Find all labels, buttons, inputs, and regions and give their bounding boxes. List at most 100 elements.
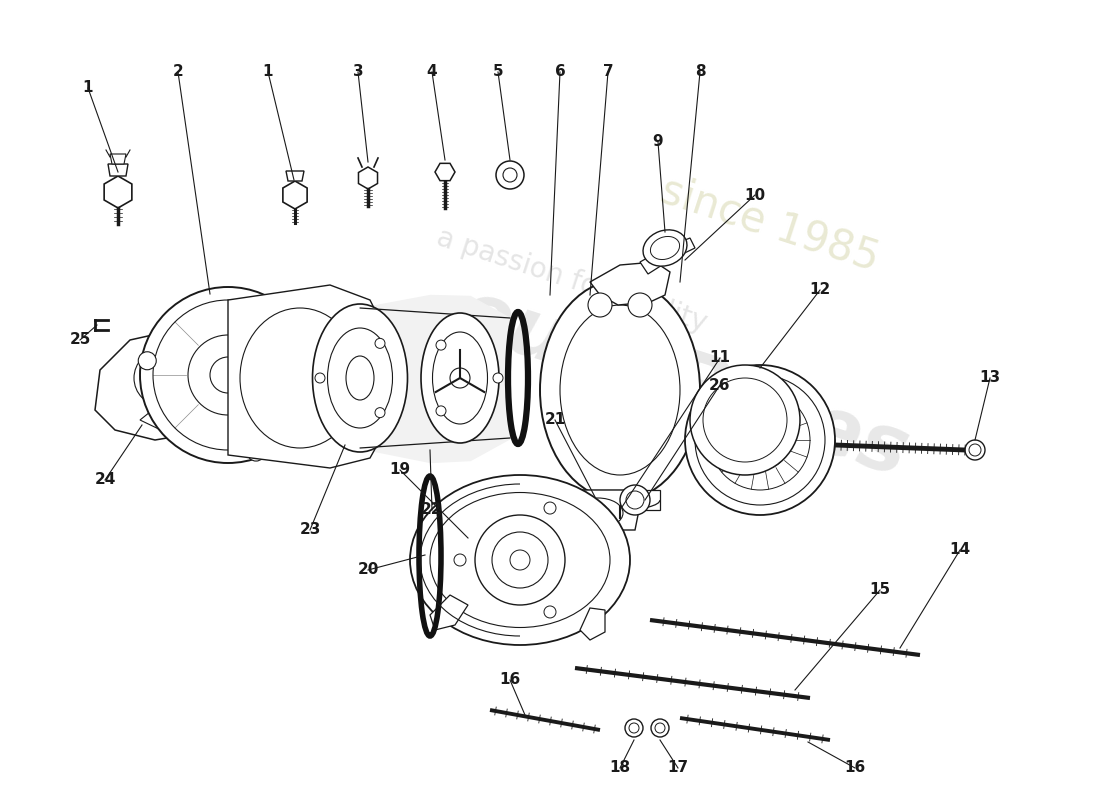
Circle shape — [492, 532, 548, 588]
Circle shape — [510, 550, 530, 570]
Polygon shape — [104, 176, 132, 208]
Polygon shape — [430, 595, 468, 630]
Text: since 1985: since 1985 — [656, 169, 884, 279]
Text: 5: 5 — [493, 65, 504, 79]
Text: 13: 13 — [979, 370, 1001, 386]
Polygon shape — [283, 181, 307, 209]
Circle shape — [626, 491, 644, 509]
Text: 9: 9 — [652, 134, 663, 150]
Ellipse shape — [644, 230, 688, 266]
Circle shape — [617, 509, 623, 515]
Ellipse shape — [328, 328, 393, 428]
Circle shape — [685, 365, 835, 515]
Circle shape — [544, 606, 556, 618]
Text: 23: 23 — [299, 522, 321, 538]
Ellipse shape — [240, 308, 360, 448]
Circle shape — [450, 368, 470, 388]
Ellipse shape — [312, 304, 407, 452]
Text: 10: 10 — [745, 187, 766, 202]
Circle shape — [629, 723, 639, 733]
Circle shape — [742, 422, 778, 458]
Circle shape — [493, 373, 503, 383]
Text: eurOPares: eurOPares — [447, 274, 917, 494]
Circle shape — [620, 485, 650, 515]
Polygon shape — [228, 285, 380, 468]
Circle shape — [752, 432, 768, 448]
Circle shape — [614, 506, 626, 518]
Circle shape — [475, 515, 565, 605]
Circle shape — [210, 357, 246, 393]
Circle shape — [703, 378, 786, 462]
Circle shape — [248, 443, 265, 461]
Circle shape — [315, 373, 324, 383]
Circle shape — [139, 352, 156, 370]
Circle shape — [134, 350, 190, 406]
Text: 1: 1 — [263, 65, 273, 79]
Text: 19: 19 — [389, 462, 410, 478]
Text: 11: 11 — [710, 350, 730, 366]
Circle shape — [628, 293, 652, 317]
Polygon shape — [580, 490, 660, 510]
Circle shape — [625, 719, 644, 737]
Circle shape — [153, 300, 302, 450]
Circle shape — [695, 375, 825, 505]
Circle shape — [710, 390, 810, 490]
Circle shape — [654, 723, 666, 733]
Circle shape — [965, 440, 985, 460]
Text: 6: 6 — [554, 65, 565, 79]
Circle shape — [588, 293, 612, 317]
Polygon shape — [95, 330, 214, 440]
Text: 7: 7 — [603, 65, 614, 79]
Circle shape — [375, 408, 385, 418]
Polygon shape — [359, 167, 377, 189]
Circle shape — [140, 287, 316, 463]
Text: 2: 2 — [173, 65, 184, 79]
Ellipse shape — [540, 280, 700, 500]
Text: 14: 14 — [949, 542, 970, 558]
Ellipse shape — [573, 498, 623, 528]
Circle shape — [969, 444, 981, 456]
Circle shape — [730, 410, 790, 470]
Text: 16: 16 — [499, 673, 520, 687]
Polygon shape — [580, 608, 605, 640]
Circle shape — [588, 503, 608, 523]
Ellipse shape — [346, 356, 374, 400]
Text: 4: 4 — [427, 65, 438, 79]
Circle shape — [544, 502, 556, 514]
Polygon shape — [556, 490, 640, 530]
Polygon shape — [286, 171, 304, 181]
Text: 24: 24 — [95, 473, 116, 487]
Circle shape — [375, 338, 385, 348]
Polygon shape — [590, 262, 670, 305]
Text: a passion for quality: a passion for quality — [433, 223, 711, 337]
Text: 3: 3 — [353, 65, 363, 79]
Circle shape — [436, 406, 446, 416]
Text: 12: 12 — [810, 282, 830, 298]
Polygon shape — [110, 154, 126, 164]
Ellipse shape — [432, 332, 487, 424]
Circle shape — [188, 335, 268, 415]
Circle shape — [651, 719, 669, 737]
Circle shape — [690, 365, 800, 475]
Ellipse shape — [421, 313, 499, 443]
Polygon shape — [140, 412, 175, 432]
Ellipse shape — [560, 305, 680, 475]
Text: 15: 15 — [869, 582, 891, 598]
Text: 21: 21 — [544, 413, 565, 427]
Text: 25: 25 — [69, 333, 90, 347]
Text: 8: 8 — [695, 65, 705, 79]
Text: 18: 18 — [609, 761, 630, 775]
Circle shape — [496, 161, 524, 189]
Text: 26: 26 — [710, 378, 730, 393]
Text: 22: 22 — [421, 502, 442, 518]
Ellipse shape — [430, 493, 610, 627]
Circle shape — [454, 554, 466, 566]
Polygon shape — [108, 164, 128, 176]
Text: 20: 20 — [358, 562, 378, 578]
Polygon shape — [434, 163, 455, 181]
Text: 16: 16 — [845, 761, 866, 775]
Ellipse shape — [650, 237, 680, 259]
Circle shape — [503, 168, 517, 182]
Circle shape — [436, 340, 446, 350]
Text: 17: 17 — [668, 761, 689, 775]
